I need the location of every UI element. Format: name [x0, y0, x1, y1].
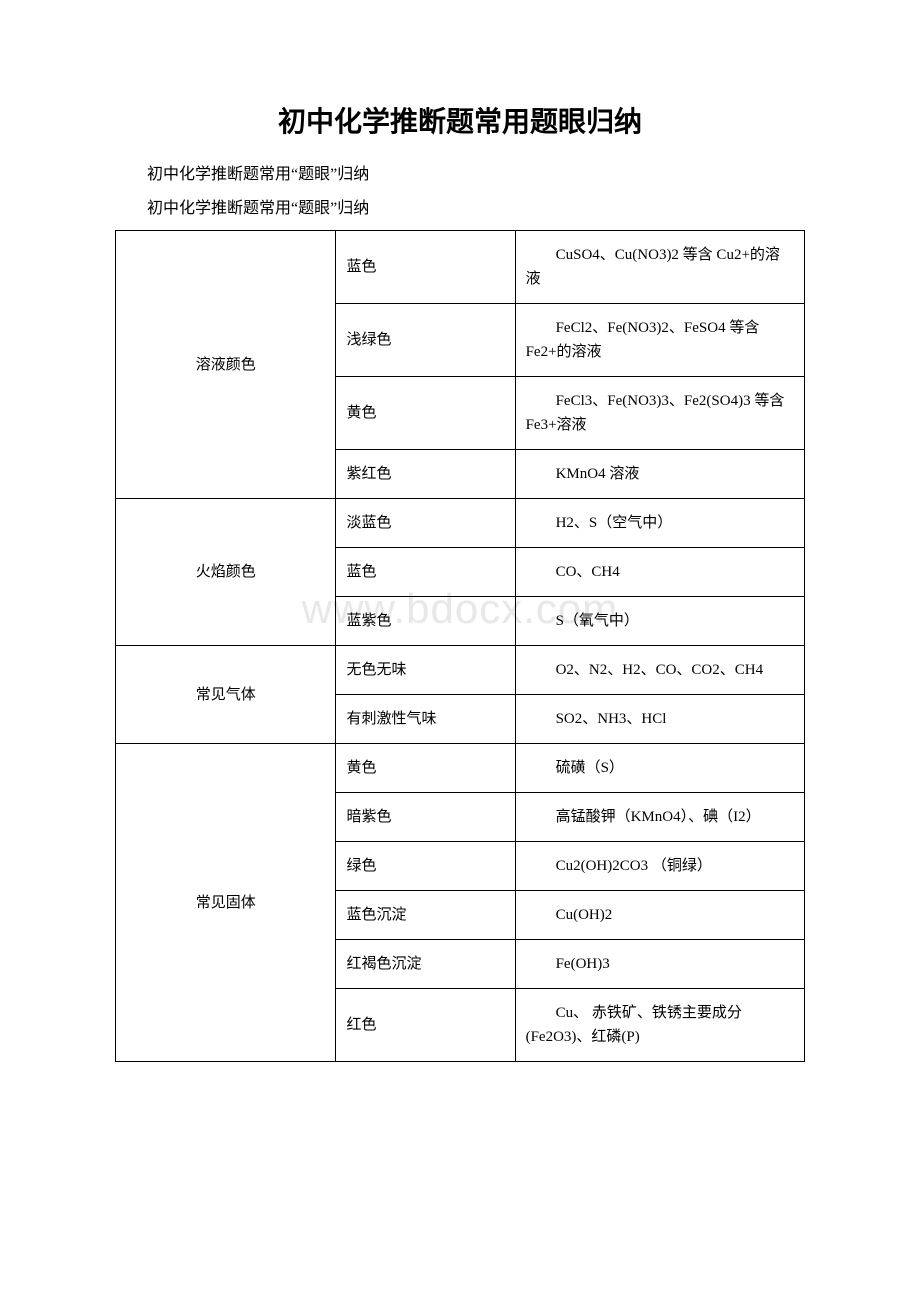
- category-cell: 常见气体: [116, 646, 336, 744]
- property-cell: 黄色: [336, 377, 515, 450]
- property-cell: 蓝色: [336, 548, 515, 597]
- property-cell: 暗紫色: [336, 793, 515, 842]
- subtitle-1: 初中化学推断题常用“题眼”归纳: [115, 160, 805, 184]
- property-cell: 红褐色沉淀: [336, 940, 515, 989]
- example-cell: Cu2(OH)2CO3 （铜绿）: [515, 842, 804, 891]
- table-row: 常见气体无色无味O2、N2、H2、CO、CO2、CH4: [116, 646, 805, 695]
- example-cell: O2、N2、H2、CO、CO2、CH4: [515, 646, 804, 695]
- example-cell: 硫磺（S）: [515, 744, 804, 793]
- property-cell: 蓝紫色: [336, 597, 515, 646]
- chemistry-table: 溶液颜色蓝色CuSO4、Cu(NO3)2 等含 Cu2+的溶液浅绿色FeCl2、…: [115, 230, 805, 1062]
- table-row: 常见固体黄色硫磺（S）: [116, 744, 805, 793]
- page-title: 初中化学推断题常用题眼归纳: [115, 100, 805, 140]
- example-cell: CO、CH4: [515, 548, 804, 597]
- example-cell: FeCl3、Fe(NO3)3、Fe2(SO4)3 等含 Fe3+溶液: [515, 377, 804, 450]
- content-container: 初中化学推断题常用题眼归纳 初中化学推断题常用“题眼”归纳 初中化学推断题常用“…: [115, 100, 805, 1062]
- example-cell: 高锰酸钾（KMnO4）、碘（I2）: [515, 793, 804, 842]
- property-cell: 无色无味: [336, 646, 515, 695]
- table-row: 溶液颜色蓝色CuSO4、Cu(NO3)2 等含 Cu2+的溶液: [116, 231, 805, 304]
- subtitle-2: 初中化学推断题常用“题眼”归纳: [115, 194, 805, 218]
- property-cell: 蓝色沉淀: [336, 891, 515, 940]
- example-cell: Cu、 赤铁矿、铁锈主要成分(Fe2O3)、红磷(P): [515, 989, 804, 1062]
- category-cell: 溶液颜色: [116, 231, 336, 499]
- property-cell: 绿色: [336, 842, 515, 891]
- category-cell: 火焰颜色: [116, 499, 336, 646]
- property-cell: 紫红色: [336, 450, 515, 499]
- example-cell: CuSO4、Cu(NO3)2 等含 Cu2+的溶液: [515, 231, 804, 304]
- example-cell: Cu(OH)2: [515, 891, 804, 940]
- example-cell: KMnO4 溶液: [515, 450, 804, 499]
- example-cell: SO2、NH3、HCl: [515, 695, 804, 744]
- example-cell: H2、S（空气中）: [515, 499, 804, 548]
- property-cell: 淡蓝色: [336, 499, 515, 548]
- property-cell: 有刺激性气味: [336, 695, 515, 744]
- example-cell: S（氧气中）: [515, 597, 804, 646]
- property-cell: 红色: [336, 989, 515, 1062]
- example-cell: FeCl2、Fe(NO3)2、FeSO4 等含 Fe2+的溶液: [515, 304, 804, 377]
- table-row: 火焰颜色淡蓝色H2、S（空气中）: [116, 499, 805, 548]
- property-cell: 蓝色: [336, 231, 515, 304]
- category-cell: 常见固体: [116, 744, 336, 1062]
- example-cell: Fe(OH)3: [515, 940, 804, 989]
- property-cell: 黄色: [336, 744, 515, 793]
- property-cell: 浅绿色: [336, 304, 515, 377]
